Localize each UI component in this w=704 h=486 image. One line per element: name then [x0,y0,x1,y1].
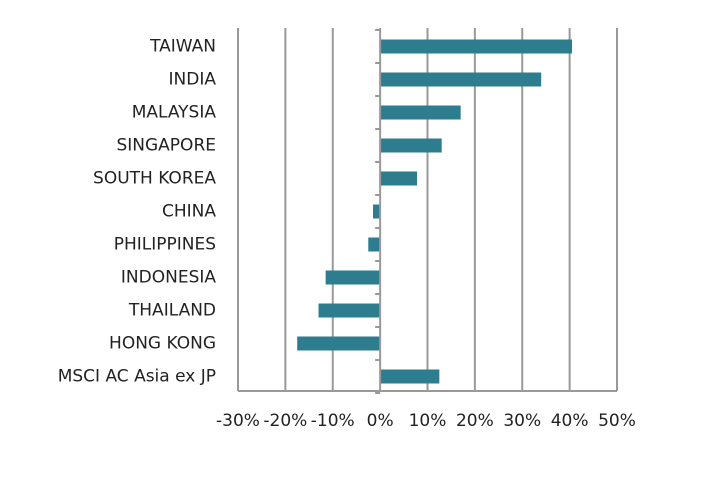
bar [380,39,572,54]
category-label: MALAYSIA [132,103,217,123]
x-tick-label: -20% [263,411,307,431]
x-tick-label: 40% [551,411,589,431]
axis [238,28,617,394]
category-label: INDONESIA [121,268,216,288]
category-labels: TAIWAN INDIA MALAYSIA SINGAPORE SOUTH KOREA C… [58,37,217,387]
bar [380,369,440,384]
bar [325,270,381,285]
category-label: INDIA [169,70,217,90]
x-tick-labels: -30% -20% -10% 0% 10% 20% 30% 40% 50% [216,411,636,431]
bar [368,237,381,252]
category-label: MSCI AC Asia ex JP [58,367,216,387]
bars [297,39,572,384]
category-label: HONG KONG [109,334,216,354]
x-tick-label: 50% [598,411,636,431]
category-label: THAILAND [128,301,216,321]
x-tick-label: 20% [456,411,494,431]
bar [318,303,381,318]
bar [380,171,418,186]
x-tick-label: 30% [503,411,541,431]
bar [380,138,442,153]
category-label: SOUTH KOREA [93,169,216,189]
bar [380,72,542,87]
category-label: TAIWAN [149,37,216,57]
category-label: PHILIPPINES [114,235,216,255]
bar [297,336,381,351]
x-tick-label: 0% [367,411,394,431]
bar [373,204,381,219]
x-tick-label: -10% [311,411,355,431]
category-label: SINGAPORE [116,136,216,156]
bar [380,105,461,120]
grid-lines [237,28,618,391]
x-tick-label: 10% [409,411,447,431]
x-tick-label: -30% [216,411,260,431]
category-label: CHINA [162,202,216,222]
